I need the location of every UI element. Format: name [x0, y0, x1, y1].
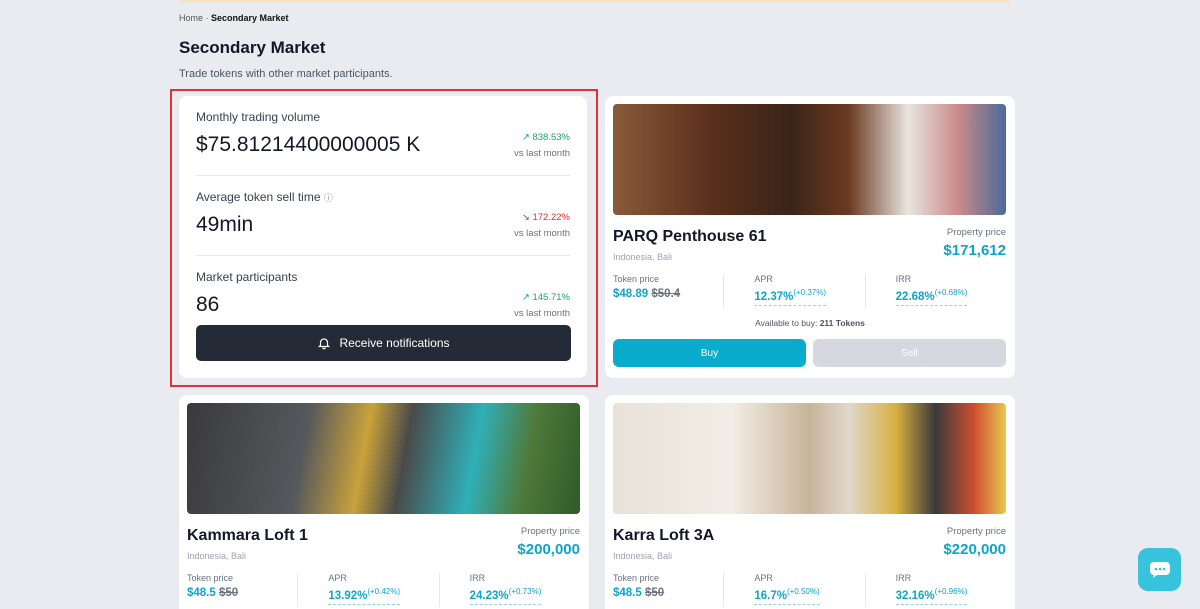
apr: APR 13.92%(+0.42%) — [298, 573, 440, 607]
property-name[interactable]: Karra Loft 3A — [613, 527, 715, 544]
stat-vs: vs last month — [514, 308, 570, 319]
arrow-down-right-icon: ↘ — [521, 212, 530, 223]
breadcrumb: Home · Secondary Market — [179, 13, 289, 23]
property-location: Indonesia, Bali — [613, 252, 673, 262]
stat-change: ↗ 145.71% — [521, 292, 570, 303]
stat-label: Average token sell time ⓘ — [196, 190, 333, 204]
stat-participants: Market participants 86 ↗ 145.71% vs last… — [196, 256, 570, 326]
property-price-label: Property price — [520, 526, 580, 537]
stat-value: 86 — [196, 293, 220, 316]
property-image[interactable] — [613, 104, 1006, 215]
property-metrics: Token price $48.89 $50.4 APR 12.37%(+0.37%… — [613, 274, 1006, 308]
stat-sell-time: Average token sell time ⓘ 49min ↘ 172.22… — [196, 176, 570, 256]
property-card[interactable]: Kammara Loft 1 Indonesia, Bali Property … — [179, 395, 589, 609]
apr: APR 16.7%(+0.50%) — [724, 573, 866, 607]
page-subtitle: Trade tokens with other market participa… — [179, 68, 393, 80]
property-location: Indonesia, Bali — [613, 551, 673, 561]
irr: IRR 24.23%(+0.73%) — [440, 573, 580, 607]
property-name[interactable]: PARQ Penthouse 61 — [613, 228, 767, 245]
apr: APR 12.37%(+0.37%) — [724, 274, 866, 308]
property-card[interactable]: Karra Loft 3A Indonesia, Bali Property p… — [605, 395, 1015, 609]
property-price-label: Property price — [946, 526, 1006, 537]
stat-label: Monthly trading volume — [196, 110, 321, 124]
stat-vs: vs last month — [514, 228, 570, 239]
available-to-buy: Available to buy: 211 Tokens — [755, 318, 865, 328]
highlight-outline — [170, 89, 598, 387]
info-icon[interactable]: ⓘ — [323, 193, 333, 203]
property-metrics: Token price $48.5 $50 APR 16.7%(+0.50%) IR… — [613, 573, 1006, 607]
property-name[interactable]: Kammara Loft 1 — [187, 527, 308, 544]
property-price: $220,000 — [943, 541, 1006, 558]
stat-label: Market participants — [196, 270, 298, 284]
property-price: $171,612 — [943, 242, 1006, 259]
token-price: Token price $48.89 $50.4 — [613, 274, 725, 308]
property-location: Indonesia, Bali — [187, 551, 247, 561]
arrow-up-right-icon: ↗ — [521, 132, 530, 143]
market-stats-card: Monthly trading volume $75.8121440000000… — [179, 96, 587, 378]
sell-button[interactable]: Sell — [813, 339, 1006, 367]
property-card[interactable]: PARQ Penthouse 61 Indonesia, Bali Proper… — [605, 96, 1015, 378]
stat-vs: vs last month — [514, 148, 570, 159]
stat-change: ↘ 172.22% — [521, 212, 570, 223]
token-price: Token price $48.5 $50 — [613, 573, 725, 607]
stat-value: $75.81214400000005 K — [196, 133, 421, 156]
property-price: $200,000 — [517, 541, 580, 558]
property-image[interactable] — [613, 403, 1006, 514]
irr: IRR 32.16%(+0.96%) — [866, 573, 1006, 607]
arrow-up-right-icon: ↗ — [521, 292, 530, 303]
chat-icon — [1149, 561, 1170, 578]
irr: IRR 22.68%(+0.68%) — [866, 274, 1006, 308]
bell-icon — [318, 338, 331, 350]
receive-notifications-button[interactable]: Receive notifications — [196, 325, 571, 361]
breadcrumb-home[interactable]: Home — [179, 13, 204, 23]
chat-button[interactable] — [1138, 548, 1181, 591]
top-banner — [180, 0, 1010, 2]
breadcrumb-separator: · — [203, 13, 212, 23]
property-metrics: Token price $48.5 $50 APR 13.92%(+0.42%) I… — [187, 573, 580, 607]
buy-button[interactable]: Buy — [613, 339, 806, 367]
stat-value: 49min — [196, 213, 254, 236]
breadcrumb-current: Secondary Market — [211, 13, 289, 23]
token-price: Token price $48.5 $50 — [187, 573, 299, 607]
stat-change: ↗ 838.53% — [521, 132, 570, 143]
property-price-label: Property price — [946, 227, 1006, 238]
stat-trading-volume: Monthly trading volume $75.8121440000000… — [196, 96, 570, 176]
page-title: Secondary Market — [179, 38, 326, 57]
property-image[interactable] — [187, 403, 580, 514]
